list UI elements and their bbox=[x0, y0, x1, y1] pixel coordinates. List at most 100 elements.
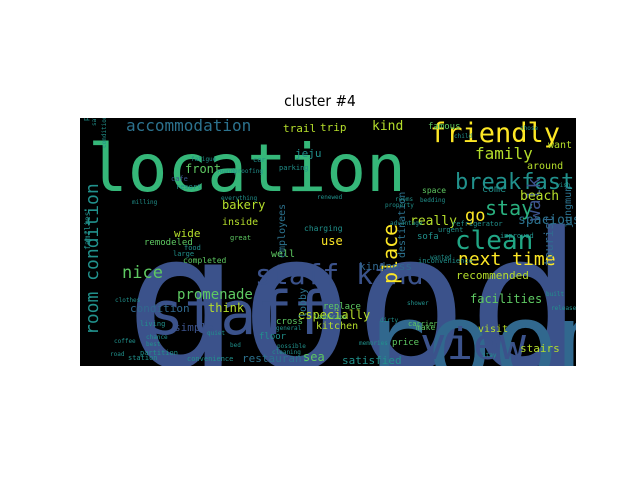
cloud-word: bakery bbox=[222, 198, 266, 212]
cloud-word: next time bbox=[458, 249, 556, 270]
cloud-word: tourist bbox=[542, 215, 556, 266]
cloud-word: great bbox=[230, 234, 252, 242]
cloud-word: urgent bbox=[438, 226, 464, 234]
cloud-word: property bbox=[385, 202, 414, 209]
cloud-word: everything bbox=[221, 195, 258, 202]
cloud-word: view bbox=[420, 319, 526, 367]
cloud-word: especially bbox=[298, 308, 371, 322]
cloud-word: come bbox=[482, 184, 507, 195]
cloud-word: room condition bbox=[82, 183, 103, 335]
cloud-word: inconvenience bbox=[418, 257, 473, 265]
cloud-word: space bbox=[422, 186, 447, 195]
cloud-word: sofa bbox=[417, 232, 439, 242]
cloud-word: satisfied bbox=[342, 354, 402, 366]
cloud-word: trail bbox=[283, 122, 317, 135]
word-cloud: goodroom location staff view staff kind frien… bbox=[80, 118, 576, 366]
cloud-word: go bbox=[465, 206, 486, 226]
cloud-word: coffee bbox=[114, 338, 136, 345]
cloud-word: advantage bbox=[390, 220, 423, 227]
cloud-word: promenade bbox=[177, 287, 253, 303]
cloud-word: chose bbox=[520, 125, 539, 132]
cloud-word: charging bbox=[304, 224, 343, 233]
cloud-word: possible bbox=[277, 343, 306, 350]
cloud-word: trip bbox=[320, 121, 347, 134]
cloud-word: room bbox=[360, 279, 576, 366]
cloud-word: built bbox=[546, 291, 565, 298]
cloud-word: stairs bbox=[520, 342, 560, 355]
cloud-word: pity bbox=[82, 118, 90, 121]
cloud-word: make bbox=[416, 323, 436, 332]
cloud-word: station bbox=[128, 354, 158, 362]
cloud-word: condition bbox=[130, 302, 190, 315]
cloud-word: families bbox=[83, 211, 92, 250]
cloud-word: simple bbox=[174, 321, 214, 334]
cloud-word: bedding bbox=[420, 197, 446, 204]
cloud-word: shower bbox=[407, 300, 429, 307]
cloud-word: convenience bbox=[187, 355, 234, 363]
cloud-word: really bbox=[410, 214, 457, 229]
cloud-word: inside bbox=[222, 217, 259, 228]
cloud-word: cleaning bbox=[272, 349, 301, 356]
cloud-word: rooms bbox=[395, 196, 414, 203]
cloud-word: quiet bbox=[207, 330, 226, 337]
cloud-word: parking bbox=[279, 164, 309, 172]
cloud-word: general bbox=[276, 325, 302, 332]
cloud-word: car bbox=[253, 156, 266, 164]
cloud-word: staff kind bbox=[255, 258, 424, 291]
cloud-word: improved bbox=[500, 232, 534, 240]
cloud-word: friendly bbox=[430, 118, 561, 149]
cloud-word: wish bbox=[556, 182, 571, 189]
cloud-word: stay bbox=[485, 196, 534, 220]
cloud-word: partition bbox=[140, 349, 178, 357]
cloud-word: restaurant bbox=[242, 352, 309, 365]
cloud-word: condition bbox=[101, 118, 108, 148]
cloud-word: dirty bbox=[380, 317, 399, 324]
cloud-word: think bbox=[208, 301, 245, 315]
cloud-word: wanted bbox=[430, 254, 452, 261]
cloud-word: recommended bbox=[456, 269, 529, 282]
cloud-word: spacious bbox=[518, 213, 576, 228]
cloud-word: living bbox=[140, 320, 166, 328]
cloud-word: refrigerator bbox=[452, 220, 503, 228]
cloud-word: use bbox=[321, 234, 343, 248]
cloud-word: food bbox=[184, 244, 201, 252]
cloud-word: best bbox=[146, 341, 161, 348]
cloud-word: kind bbox=[372, 119, 404, 134]
cloud-word: floor bbox=[259, 332, 287, 342]
cloud-word: clothes bbox=[115, 297, 141, 304]
cloud-word: want bbox=[548, 140, 573, 151]
cloud-word: cafe bbox=[171, 175, 188, 183]
cloud-word: good bbox=[125, 192, 576, 367]
cloud-word: memories bbox=[359, 340, 388, 347]
cloud-word: kitchen bbox=[316, 321, 359, 332]
cloud-word: kindness bbox=[359, 260, 412, 273]
cloud-word: clean bbox=[455, 226, 534, 256]
cloud-word: location bbox=[88, 130, 406, 207]
cloud-word: soundproofing bbox=[216, 168, 263, 175]
cloud-word: around bbox=[527, 161, 564, 172]
cloud-word: replace bbox=[323, 302, 361, 312]
cloud-word: wide bbox=[174, 227, 201, 240]
cloud-word: carrier bbox=[408, 320, 438, 328]
cloud-word: visit bbox=[478, 324, 509, 335]
cloud-word: accommodation bbox=[126, 118, 252, 135]
cloud-word: jeju bbox=[295, 147, 322, 160]
cloud-word: staff bbox=[148, 279, 329, 349]
cloud-word: facilities bbox=[470, 292, 543, 306]
cloud-word: lobby bbox=[298, 287, 309, 318]
cloud-word: family bbox=[475, 144, 533, 163]
cloud-word: jungmun bbox=[563, 185, 574, 228]
cloud-word: breakfast bbox=[455, 170, 575, 195]
cloud-word: stay bbox=[482, 352, 497, 359]
cloud-word: released bbox=[551, 305, 576, 312]
cloud-word: fatigue bbox=[191, 156, 217, 163]
cloud-word: front bbox=[185, 162, 222, 176]
cloud-word: road bbox=[110, 351, 125, 358]
cloud-word: cross bbox=[276, 317, 304, 327]
cloud-word: well bbox=[271, 249, 296, 260]
cloud-word: bed bbox=[230, 342, 241, 349]
cloud-word: price bbox=[392, 338, 420, 348]
cloud-word: nice bbox=[122, 263, 163, 283]
cloud-word: chance bbox=[146, 334, 168, 341]
cloud-word: sea bbox=[303, 350, 325, 364]
